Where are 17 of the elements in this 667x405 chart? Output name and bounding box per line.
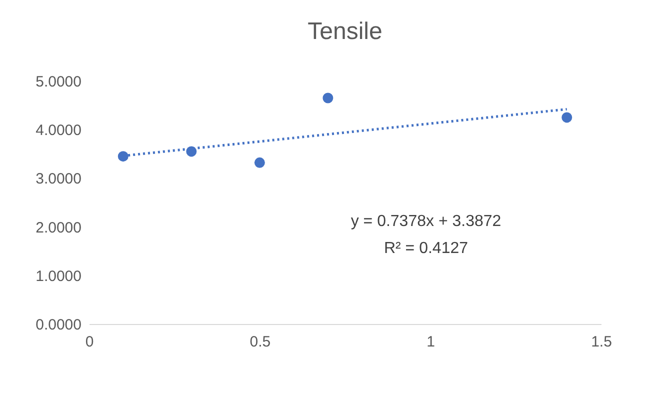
y-tick-label: 0.0000 <box>36 316 82 334</box>
annotation: R² = 0.4127 <box>384 240 468 257</box>
y-tick-label: 3.0000 <box>36 170 82 188</box>
point <box>562 112 572 123</box>
point <box>254 157 265 168</box>
annotation: y = 0.7378x + 3.3872 <box>350 213 502 230</box>
x-tick-label: 1 <box>426 334 436 350</box>
x-tick-label: 1.5 <box>591 334 612 350</box>
x-tick-label: 0 <box>85 334 94 350</box>
y-tick-label: 1.0000 <box>36 268 82 285</box>
chart-title: Tensile <box>308 18 382 45</box>
point <box>322 92 334 104</box>
x-tick-label: 0.5 <box>250 334 271 350</box>
y-tick-label: 4.0000 <box>36 122 82 140</box>
point <box>118 151 128 162</box>
y-tick-label: 5.0000 <box>36 74 82 90</box>
y-tick-label: 2.0000 <box>36 219 82 236</box>
